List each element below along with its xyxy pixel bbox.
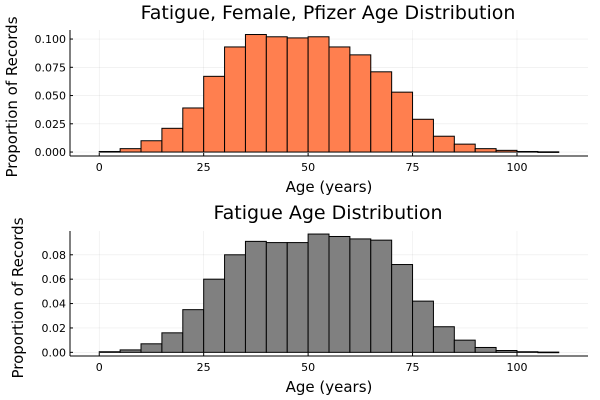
histogram-bar	[182, 309, 205, 353]
histogram-bar	[140, 140, 163, 153]
y-tick-label: 0.100	[35, 33, 67, 46]
x-tick-label: 50	[301, 361, 315, 374]
y-tick-label: 0.050	[35, 90, 67, 103]
histogram-bar	[307, 36, 330, 153]
x-tick-label: 25	[197, 161, 211, 174]
histogram-bar	[161, 332, 184, 353]
x-tick-label: 75	[406, 361, 420, 374]
histogram-bar	[453, 143, 476, 153]
histogram-bar	[412, 118, 434, 153]
histogram-bar	[224, 254, 246, 353]
chart-2-bars	[98, 233, 560, 354]
x-tick-label: 100	[506, 161, 527, 174]
histogram-bar	[516, 150, 539, 153]
x-tick-label: 100	[506, 361, 527, 374]
y-tick-label: 0.000	[35, 146, 67, 159]
y-tick-label: 0.00	[42, 346, 67, 359]
histogram-bar	[224, 46, 246, 153]
histogram-bar	[412, 300, 434, 353]
chart-1-title: Fatigue, Female, Pfizer Age Distribution	[141, 2, 516, 24]
histogram-bar	[474, 346, 497, 353]
histogram-bar	[182, 107, 205, 153]
x-tick-label: 0	[96, 361, 103, 374]
histogram-bar	[119, 148, 142, 153]
histogram-bar	[537, 351, 560, 354]
histogram-bar	[495, 350, 518, 353]
y-tick-label: 0.08	[42, 249, 67, 262]
histogram-bar	[432, 135, 455, 153]
y-tick-label: 0.02	[42, 322, 67, 335]
histogram-bar	[349, 54, 372, 153]
chart-2-ticks: 0 25 50 75 100 0.00 0.02 0.04 0.06 0.08	[42, 249, 528, 374]
chart-2-title: Fatigue Age Distribution	[213, 202, 442, 224]
histogram-bar	[119, 349, 142, 353]
y-tick-label: 0.075	[35, 61, 67, 74]
histogram-bar	[349, 238, 372, 353]
chart-1-bars	[98, 34, 560, 153]
chart-1-xlabel: Age (years)	[286, 178, 373, 196]
histogram-bar	[432, 326, 455, 353]
chart-2-ylabel: Proportion of Records	[9, 217, 27, 378]
histogram-bar	[244, 34, 267, 153]
histogram-bar	[474, 148, 497, 153]
y-tick-label: 0.025	[35, 118, 67, 131]
histogram-bar	[307, 233, 330, 353]
x-tick-label: 75	[406, 161, 420, 174]
histogram-bar	[161, 127, 184, 153]
chart-panel-1: Fatigue, Female, Pfizer Age Distribution…	[3, 2, 588, 196]
histogram-bar	[286, 242, 309, 353]
x-tick-label: 50	[301, 161, 315, 174]
histogram-bar	[328, 46, 351, 153]
histogram-bar	[203, 75, 226, 153]
histogram-bar	[453, 339, 476, 353]
histogram-bar	[286, 37, 309, 153]
histogram-bar	[98, 351, 121, 353]
histogram-bar	[370, 71, 393, 153]
histogram-bar	[328, 235, 351, 353]
histogram-bar	[516, 351, 539, 353]
chart-2-xlabel: Age (years)	[286, 378, 373, 396]
histogram-bar	[98, 150, 121, 153]
y-tick-label: 0.04	[42, 298, 67, 311]
histogram-bar	[265, 242, 288, 353]
x-tick-label: 0	[96, 161, 103, 174]
histogram-bar	[391, 264, 414, 353]
histogram-bar	[537, 151, 560, 153]
y-tick-label: 0.06	[42, 273, 67, 286]
histogram-bar	[265, 36, 288, 153]
histogram-bar	[244, 240, 267, 353]
histogram-bar	[495, 149, 518, 153]
histogram-bar	[370, 239, 393, 353]
histogram-bar	[391, 91, 414, 153]
chart-1-ticks: 0 25 50 75 100 0.000 0.025 0.050 0.075 0.100	[35, 33, 528, 174]
histogram-bar	[140, 343, 163, 353]
chart-1-ylabel: Proportion of Records	[3, 16, 21, 177]
histogram-bar	[203, 278, 226, 353]
chart-2-axes	[69, 231, 588, 357]
chart-panel-2: Fatigue Age Distribution 0 25 50 75 1000.000…	[9, 202, 588, 396]
x-tick-label: 25	[197, 361, 211, 374]
chart-1-axes	[69, 30, 588, 157]
